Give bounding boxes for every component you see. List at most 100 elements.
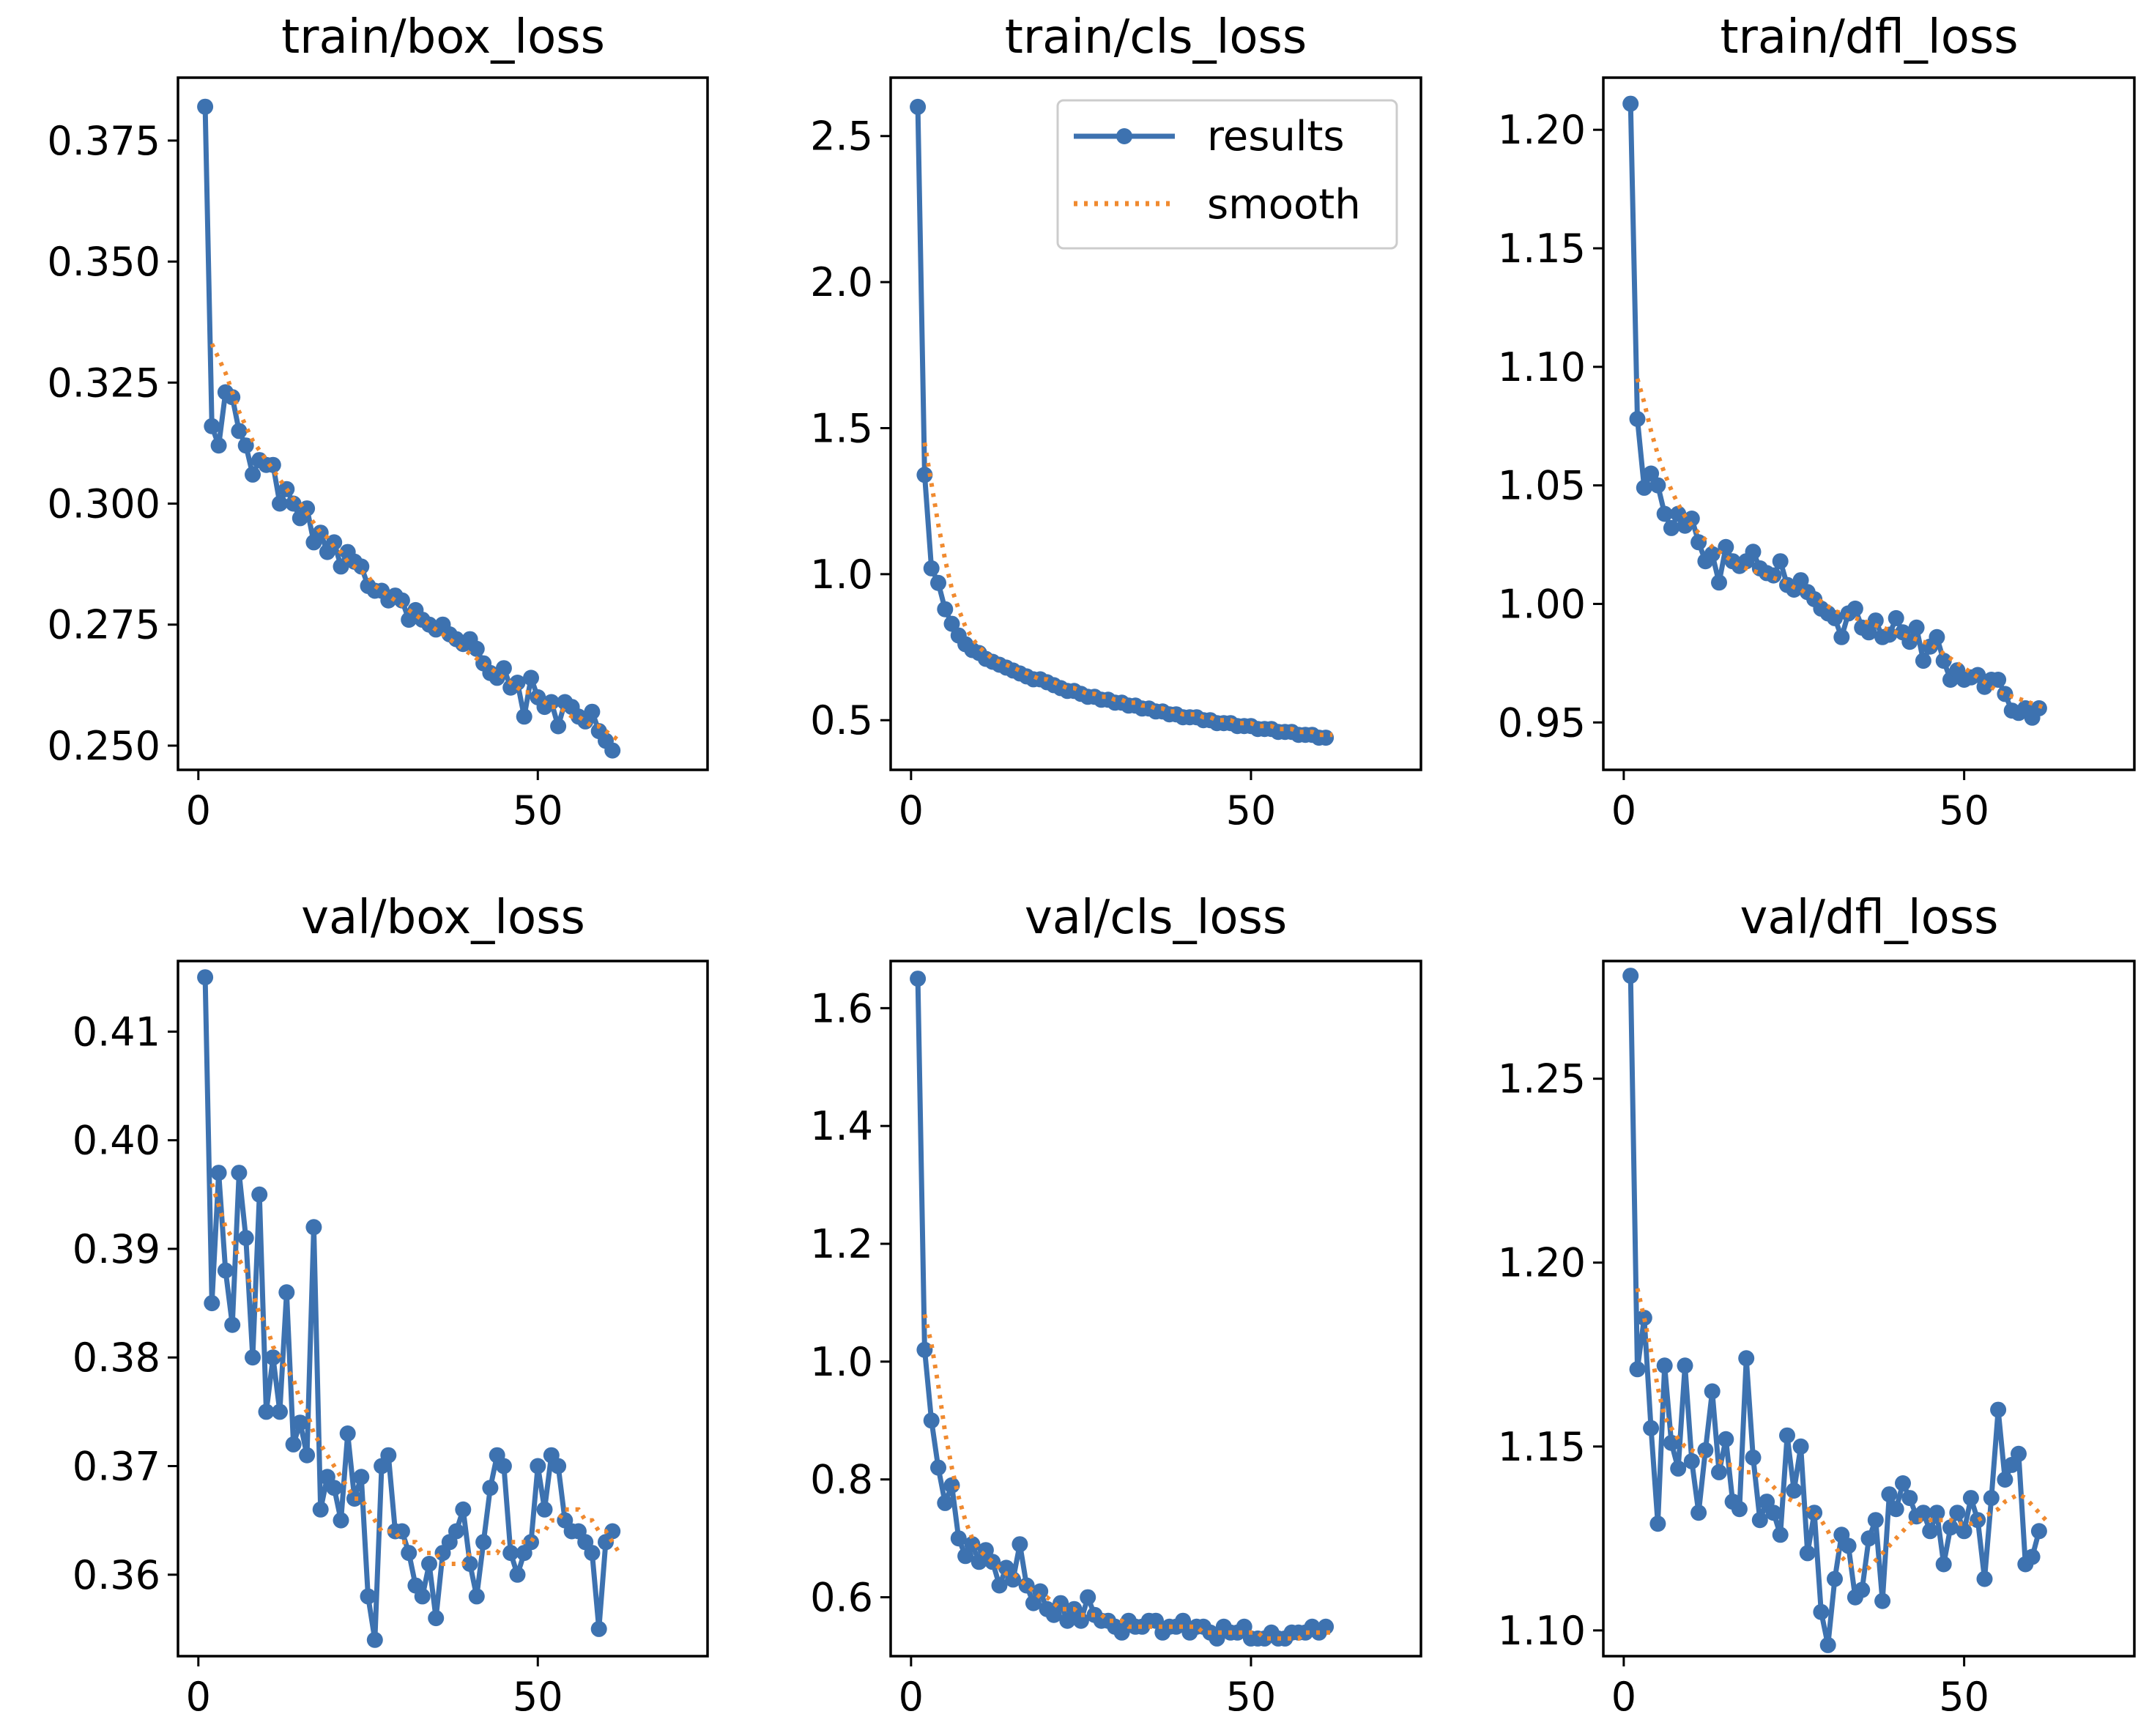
results-point	[970, 1554, 987, 1570]
results-point	[923, 560, 940, 576]
results-point	[224, 1316, 241, 1333]
results-point	[461, 1556, 478, 1572]
results-point	[231, 423, 248, 439]
y-tick-label: 1.2	[810, 1221, 873, 1267]
results-point	[353, 1469, 370, 1485]
results-point	[1032, 1583, 1049, 1600]
results-point	[1663, 519, 1680, 536]
x-tick-label: 50	[513, 787, 563, 834]
subplot-title: val/cls_loss	[1025, 891, 1287, 945]
results-point	[950, 1530, 967, 1547]
smooth-line	[1635, 378, 2047, 711]
results-point	[523, 669, 539, 686]
legend: results smooth	[1056, 99, 1398, 250]
results-point	[502, 1545, 519, 1562]
results-point	[210, 437, 227, 454]
results-point	[380, 1447, 397, 1464]
results-point	[1045, 1606, 1062, 1623]
results-point	[2011, 1445, 2027, 1462]
y-tick-label: 0.250	[47, 723, 160, 769]
subplot-val-dfl-loss: val/dfl_loss 1.10 1.15 1.20 1.25 0 50	[1498, 891, 2136, 1720]
y-tick-label: 0.375	[47, 118, 160, 164]
legend-results-marker	[1116, 128, 1132, 144]
results-point	[495, 1458, 512, 1475]
results-point	[1656, 505, 1673, 522]
results-point	[1636, 479, 1652, 496]
results-point	[1711, 1464, 1727, 1480]
results-point	[468, 640, 485, 657]
y-tick-label: 0.6	[810, 1575, 873, 1621]
y-tick-label: 0.38	[73, 1335, 160, 1381]
subplot-train-cls-loss: train/cls_loss 0.5 1.0 1.5 2.0 2.5 0 50 result…	[810, 10, 1422, 834]
results-point	[1765, 567, 1782, 584]
results-point	[285, 1436, 302, 1453]
results-point	[1895, 1475, 1911, 1491]
subplot-title: train/box_loss	[281, 10, 605, 64]
y-tick-label: 0.8	[810, 1457, 873, 1503]
results-point	[1908, 619, 1925, 636]
x-tick-label: 50	[1226, 1674, 1277, 1720]
results-point	[1718, 1431, 1734, 1447]
results-point	[1690, 1505, 1707, 1521]
results-point	[1867, 612, 1884, 629]
y-tick-label: 1.6	[810, 985, 873, 1031]
results-point	[1711, 574, 1727, 591]
results-point	[584, 703, 601, 720]
y-tick-label: 1.5	[810, 405, 873, 451]
results-point	[245, 1349, 261, 1366]
results-point	[1833, 628, 1850, 645]
results-point	[509, 1566, 526, 1583]
results-point	[1840, 1537, 1857, 1554]
results-point	[550, 1458, 567, 1475]
results-point	[1881, 1486, 1898, 1503]
results-point	[1636, 1310, 1652, 1327]
results-point	[1745, 544, 1762, 560]
results-point	[197, 969, 214, 986]
y-tick-label: 1.00	[1498, 581, 1586, 627]
results-point	[421, 1556, 437, 1572]
results-point	[516, 708, 532, 725]
results-point	[964, 1536, 981, 1553]
results-point	[1731, 1501, 1748, 1518]
results-point	[930, 1459, 946, 1476]
results-point	[1683, 511, 1700, 527]
results-point	[1175, 1612, 1192, 1629]
plot-frame	[889, 76, 1422, 771]
y-tick-label: 0.350	[47, 239, 160, 285]
results-point	[923, 1412, 940, 1429]
results-point	[1915, 653, 1931, 669]
results-point	[1813, 1603, 1830, 1620]
results-point	[604, 742, 621, 759]
results-point	[468, 1588, 485, 1605]
results-point	[943, 615, 960, 632]
results-point	[1799, 1545, 1816, 1562]
y-tick-label: 1.10	[1498, 344, 1586, 390]
y-tick-label: 0.5	[810, 697, 873, 743]
results-point	[1649, 1516, 1666, 1532]
y-tick-label: 1.4	[810, 1103, 873, 1149]
results-point	[1867, 1512, 1884, 1529]
results-point	[1656, 1357, 1673, 1374]
results-point	[1677, 1357, 1693, 1374]
results-point	[204, 418, 220, 434]
results-point	[1059, 1612, 1076, 1629]
results-point	[1970, 1512, 1986, 1529]
y-tick-label: 1.05	[1498, 463, 1586, 509]
x-tick-label: 50	[1226, 787, 1277, 834]
results-point	[237, 437, 254, 454]
results-point	[428, 1610, 445, 1627]
results-point	[1113, 1624, 1130, 1641]
results-point	[1881, 626, 1898, 643]
results-point	[1751, 1512, 1768, 1529]
y-tick-label: 1.20	[1498, 1240, 1586, 1286]
y-tick-label: 0.300	[47, 481, 160, 527]
results-point	[1819, 1636, 1836, 1653]
results-point	[360, 1588, 376, 1605]
results-point	[1990, 672, 2007, 688]
results-point	[1772, 1527, 1789, 1543]
results-point	[1772, 553, 1789, 570]
results-point	[346, 1491, 363, 1507]
y-tick-label: 1.15	[1498, 1424, 1586, 1470]
results-point	[1929, 628, 1945, 645]
results-point	[339, 1425, 356, 1442]
